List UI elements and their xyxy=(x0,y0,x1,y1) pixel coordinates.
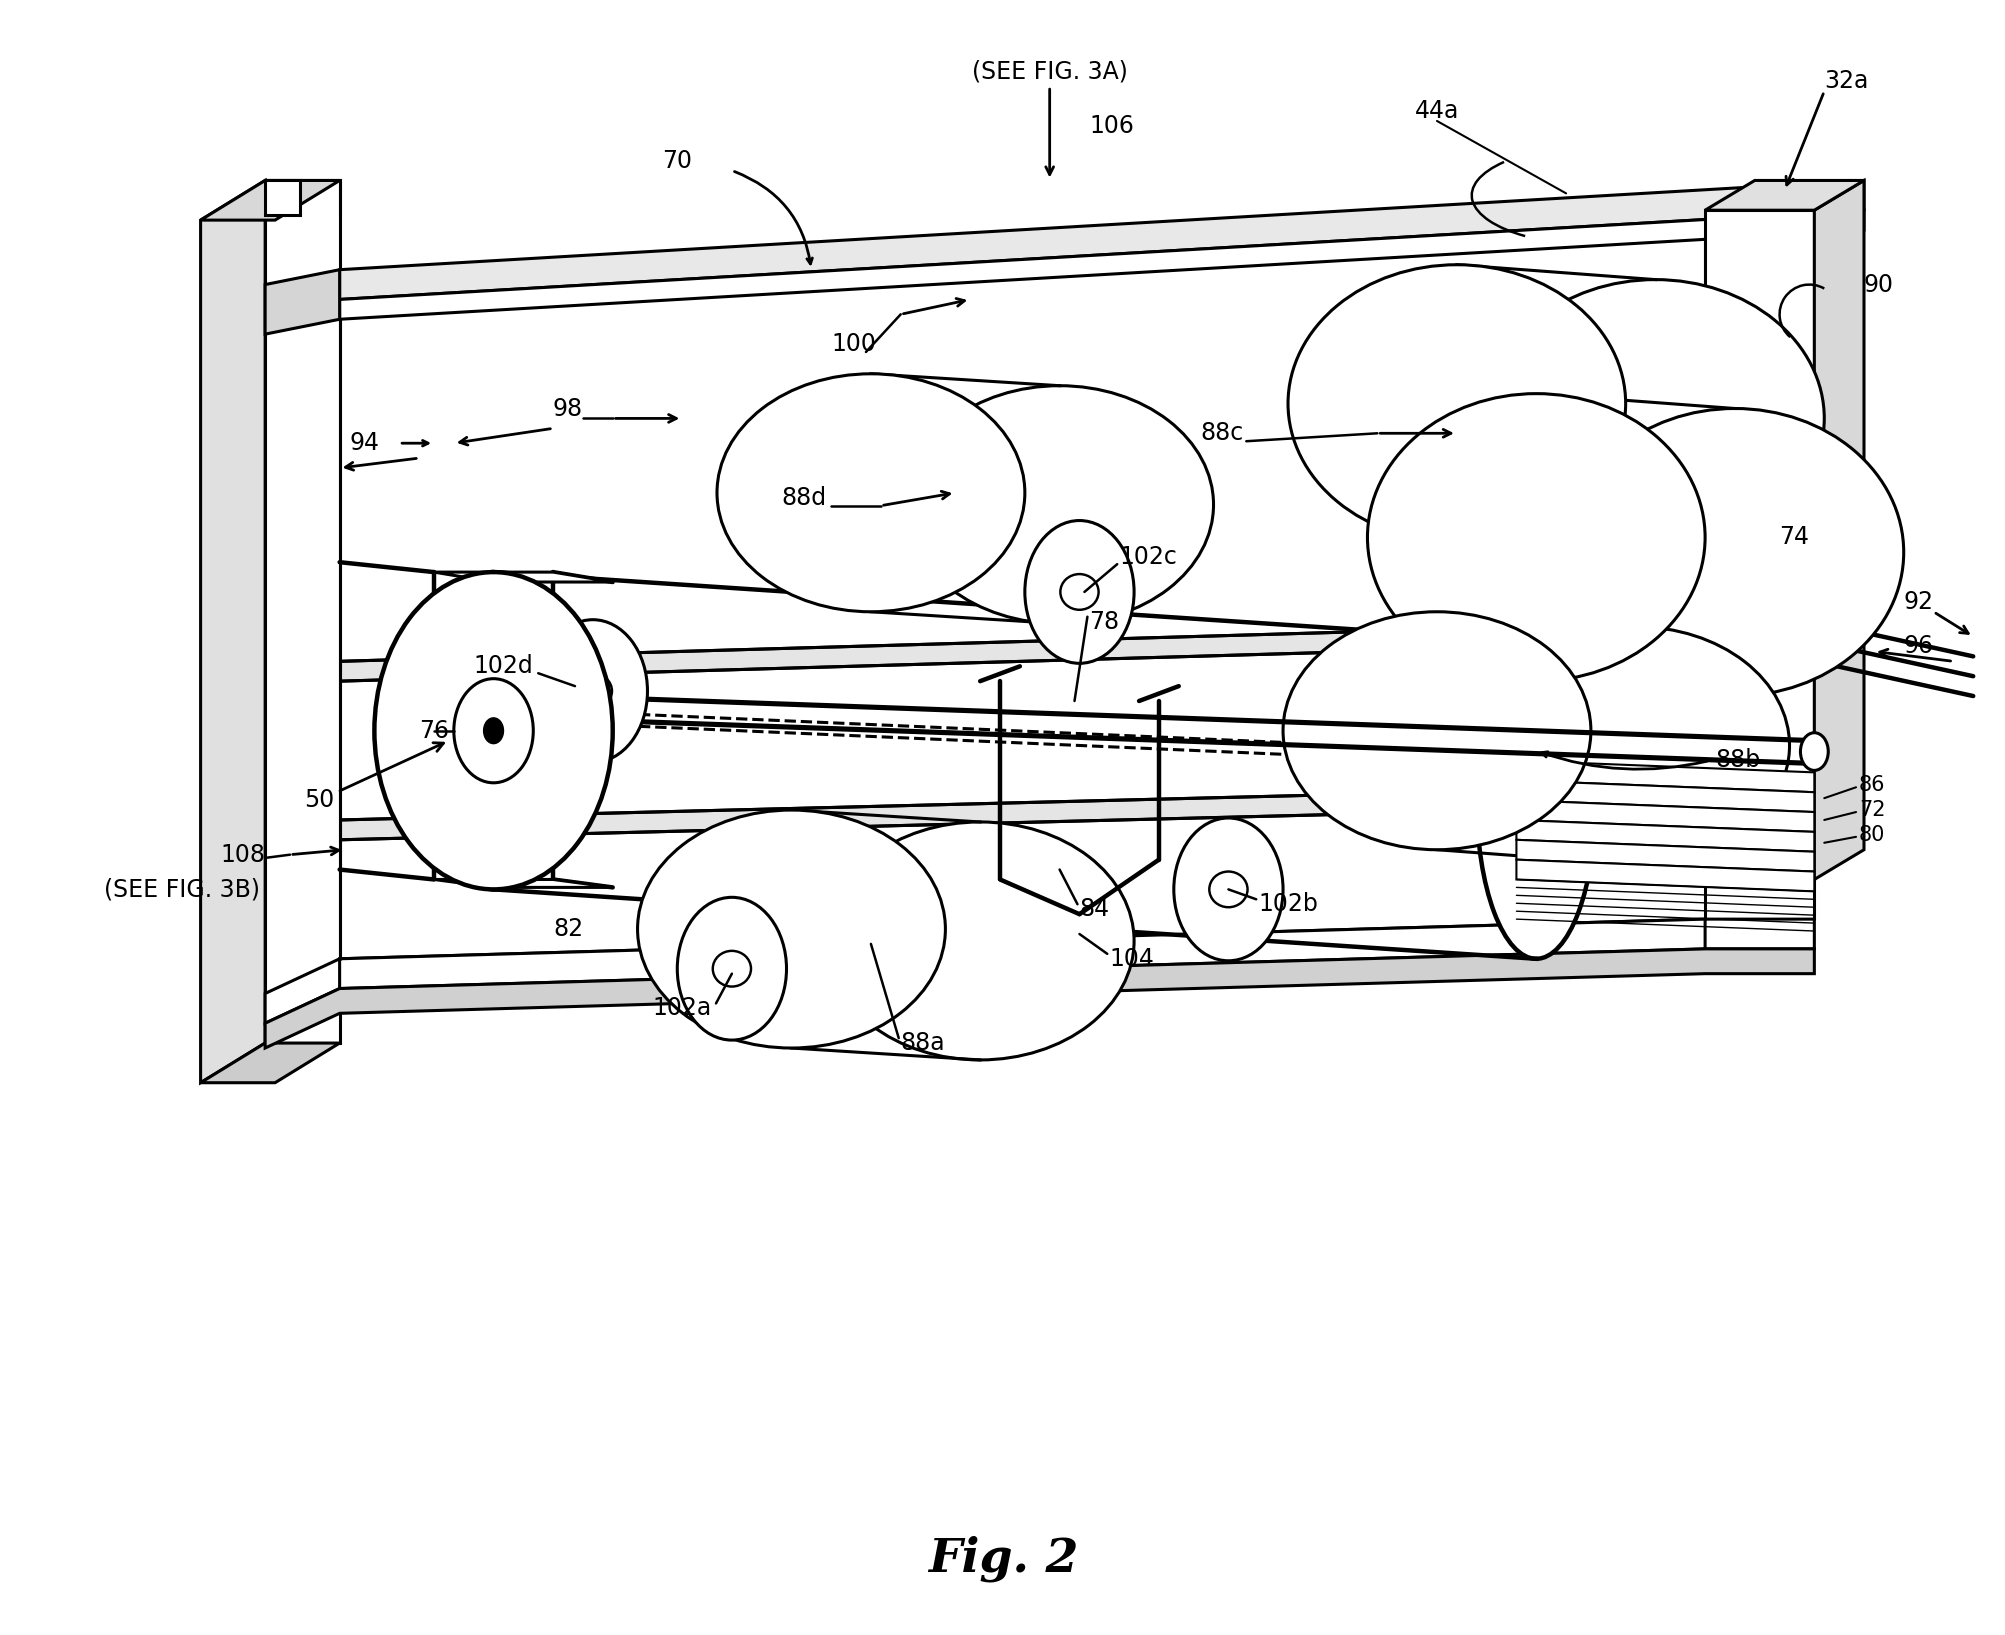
Text: 90: 90 xyxy=(1863,273,1893,296)
Ellipse shape xyxy=(1482,626,1788,865)
Text: 102b: 102b xyxy=(1257,893,1317,916)
Ellipse shape xyxy=(1173,818,1283,961)
Text: 50: 50 xyxy=(305,742,443,813)
Ellipse shape xyxy=(1283,611,1590,850)
Text: (SEE FIG. 3B): (SEE FIG. 3B) xyxy=(104,878,261,901)
Text: 84: 84 xyxy=(1079,898,1109,921)
Ellipse shape xyxy=(1476,641,1596,958)
Polygon shape xyxy=(1516,780,1813,813)
Polygon shape xyxy=(339,211,1863,319)
Polygon shape xyxy=(200,1043,339,1082)
Polygon shape xyxy=(265,180,339,1043)
Ellipse shape xyxy=(678,898,786,1040)
Polygon shape xyxy=(339,919,1704,989)
Ellipse shape xyxy=(826,822,1133,1059)
Polygon shape xyxy=(433,572,612,582)
Text: 92: 92 xyxy=(1903,590,1933,613)
Ellipse shape xyxy=(1566,409,1903,697)
Ellipse shape xyxy=(1486,280,1823,558)
Text: 74: 74 xyxy=(1778,525,1809,549)
Text: 44a: 44a xyxy=(1414,100,1458,123)
Polygon shape xyxy=(1516,821,1813,852)
Polygon shape xyxy=(433,880,612,888)
Ellipse shape xyxy=(904,386,1213,623)
Polygon shape xyxy=(265,919,1813,1024)
Ellipse shape xyxy=(433,572,553,889)
Text: 88a: 88a xyxy=(900,1032,944,1055)
Text: 98: 98 xyxy=(553,397,583,420)
Ellipse shape xyxy=(1287,265,1624,543)
Text: 88c: 88c xyxy=(1199,422,1243,445)
Ellipse shape xyxy=(453,679,533,783)
Polygon shape xyxy=(1813,180,1863,880)
Polygon shape xyxy=(265,180,301,216)
Text: 80: 80 xyxy=(1859,824,1885,845)
Polygon shape xyxy=(339,785,1704,840)
Polygon shape xyxy=(200,180,265,1082)
Text: 70: 70 xyxy=(662,149,692,173)
Text: 96: 96 xyxy=(1903,634,1933,659)
Polygon shape xyxy=(339,621,1704,682)
Text: 88d: 88d xyxy=(780,486,826,510)
Ellipse shape xyxy=(1367,394,1704,682)
Text: Fig. 2: Fig. 2 xyxy=(928,1535,1077,1583)
Ellipse shape xyxy=(375,572,612,889)
Text: 102c: 102c xyxy=(1119,544,1177,569)
Text: 32a: 32a xyxy=(1823,69,1869,93)
Polygon shape xyxy=(265,270,339,334)
Text: 82: 82 xyxy=(553,917,583,942)
Polygon shape xyxy=(1516,860,1813,891)
Ellipse shape xyxy=(483,718,503,744)
Polygon shape xyxy=(339,180,1863,299)
Ellipse shape xyxy=(1025,520,1133,664)
Ellipse shape xyxy=(716,374,1025,611)
Text: 94: 94 xyxy=(349,432,379,455)
Text: 102d: 102d xyxy=(473,654,533,679)
Polygon shape xyxy=(1516,840,1813,871)
Polygon shape xyxy=(1516,760,1813,793)
Text: 76: 76 xyxy=(419,719,449,742)
Text: (SEE FIG. 3A): (SEE FIG. 3A) xyxy=(970,59,1127,83)
Text: 78: 78 xyxy=(1089,610,1119,634)
Text: 104: 104 xyxy=(1109,947,1153,971)
Ellipse shape xyxy=(537,620,648,762)
Text: 102a: 102a xyxy=(652,996,712,1020)
Text: 72: 72 xyxy=(1859,800,1885,821)
Polygon shape xyxy=(200,180,339,221)
Polygon shape xyxy=(1516,800,1813,832)
Text: 106: 106 xyxy=(1089,114,1133,137)
Text: 108: 108 xyxy=(221,842,265,867)
Text: 100: 100 xyxy=(830,332,876,356)
Polygon shape xyxy=(265,948,1813,1048)
Polygon shape xyxy=(1704,180,1863,211)
Text: 88b: 88b xyxy=(1714,749,1760,772)
Ellipse shape xyxy=(638,809,944,1048)
Polygon shape xyxy=(1704,211,1813,880)
Text: 86: 86 xyxy=(1859,775,1885,795)
Ellipse shape xyxy=(1800,732,1827,770)
